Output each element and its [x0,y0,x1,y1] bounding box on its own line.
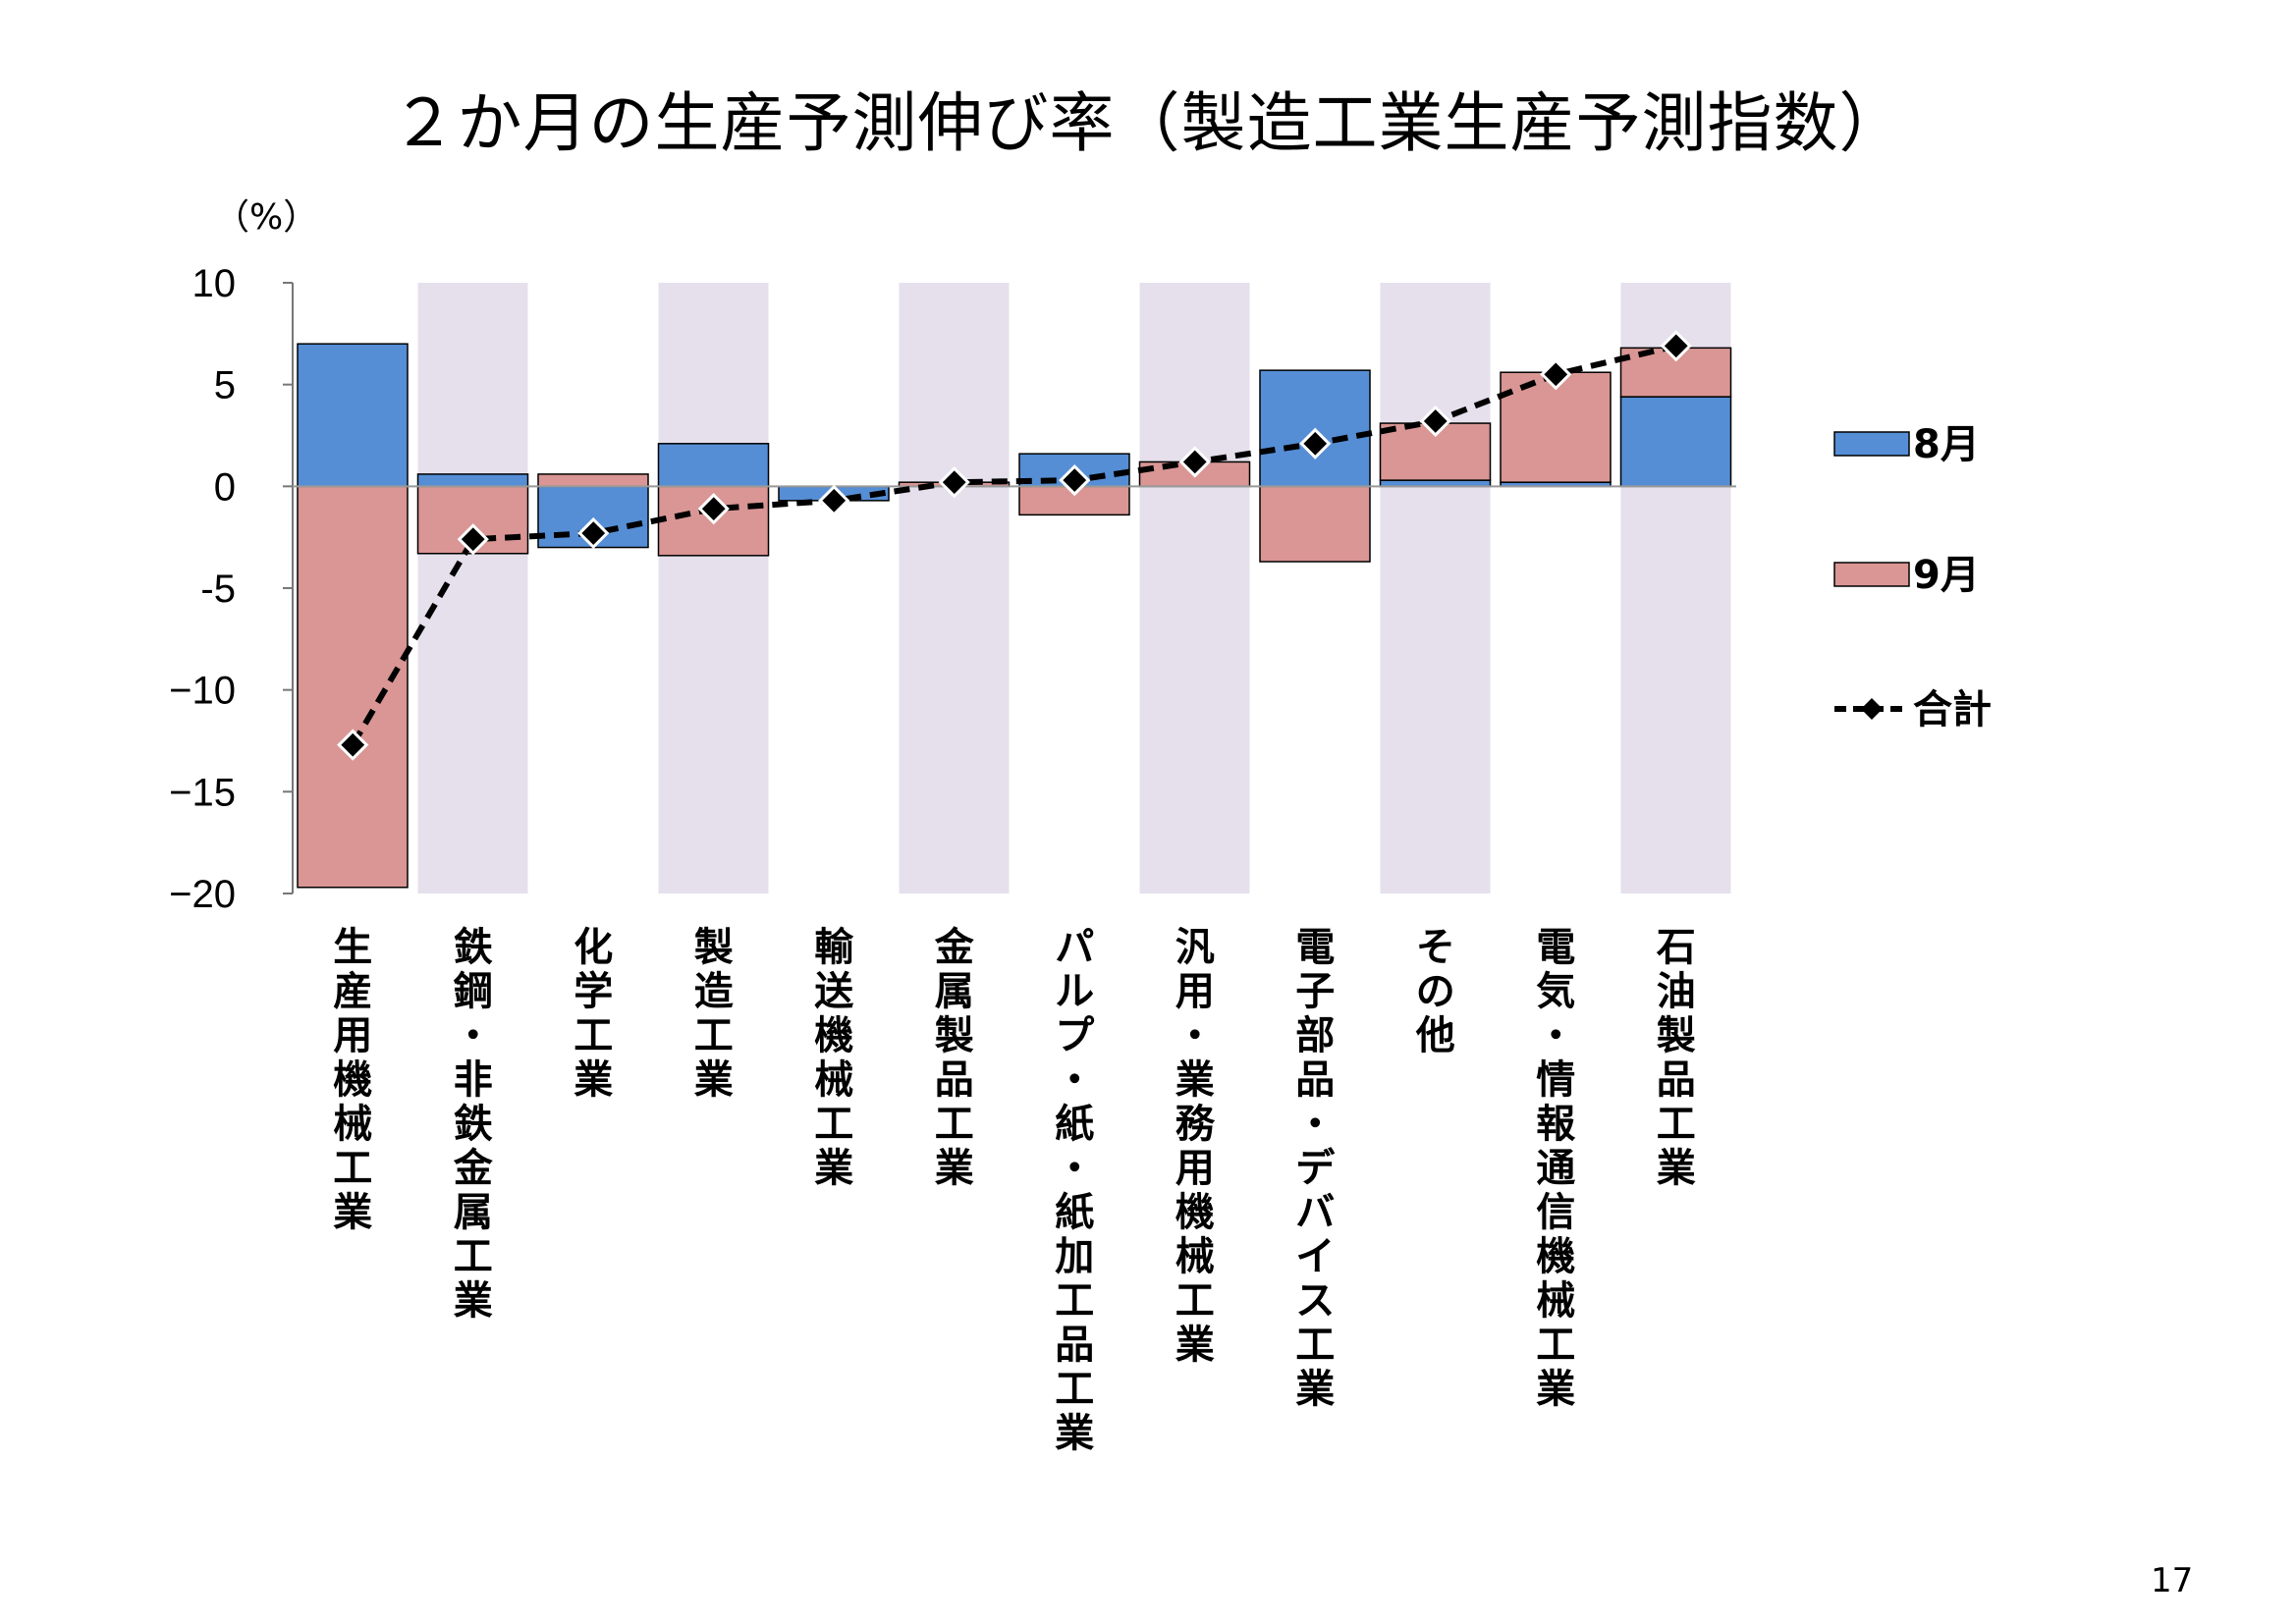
legend-label: 8月 [1913,422,1980,467]
x-category-label: 鉄鋼・非鉄金属工業 [453,925,494,1324]
x-category-label: 生産用機械工業 [333,925,372,1235]
legend-swatch-aug [1833,431,1910,457]
bar-aug [657,443,770,488]
bar-aug [416,473,529,488]
total-series-line [350,343,1677,747]
y-tick-label: −20 [169,873,236,916]
shade-column [1139,283,1250,893]
y-tick-label: −15 [169,771,236,814]
y-tick-label: -5 [200,568,236,611]
x-category-label: 金属製品工業 [934,925,975,1191]
x-category-label: 電子部品・デバイス工業 [1295,925,1335,1412]
shade-column [899,283,1010,893]
x-category-label: パルプ・紙・紙加工品工業 [1055,925,1094,1456]
shade-column [658,283,769,893]
x-category-label: 石油製品工業 [1657,925,1696,1191]
total-point [697,493,730,525]
bar-sep [1500,371,1612,483]
category-shading [417,283,1731,893]
x-category-label: 汎用・業務用機械工業 [1175,925,1216,1368]
y-tick-label: 0 [214,465,236,509]
x-category-label: 電気・情報通信機械工業 [1536,925,1575,1412]
total-point [577,516,610,550]
total-point [1419,405,1451,438]
y-tick-label: 10 [192,262,237,305]
legend-label: 9月 [1913,553,1980,598]
bar-sep [1259,485,1371,563]
total-point [1059,463,1091,497]
total-point [1299,427,1332,460]
total-point [1178,446,1211,478]
total-point [818,484,850,516]
y-tick-label: 5 [214,364,236,407]
shade-column [1380,283,1491,893]
bar-aug [297,343,409,488]
x-category-label: その他 [1415,925,1455,1058]
x-category-label: 製造工業 [694,925,734,1103]
legend-swatch-sep [1833,562,1910,587]
y-axis-unit-label: （%） [214,197,319,238]
total-point [938,466,970,499]
x-category-label: 化学工業 [574,925,613,1103]
total-point [457,523,489,556]
x-category-labels: 生産用機械工業 鉄鋼・非鉄金属工業 化学工業 製造工業 輸送機械工業 金属製品工業 パルプ・… [333,925,1696,1456]
total-point [337,729,369,761]
x-category-label: 輸送機械工業 [814,925,854,1191]
axes [283,282,1736,894]
legend-label: 合計 [1913,687,1992,732]
bar-aug [1619,396,1732,488]
bar-sep [537,473,649,488]
page-number: 17 [2151,1561,2194,1600]
y-tick-label: −10 [169,670,236,713]
total-point [1660,330,1692,362]
bars [297,343,1732,889]
shade-column [417,283,528,893]
y-tick-labels: 10 5 0 -5 −10 −15 −20 [169,262,236,916]
legend-swatch-total-marker [1861,698,1883,720]
chart-title: ２か月の生産予測伸び率（製造工業生産予測指数） [391,85,1905,161]
total-line [337,330,1692,761]
bar-sep [297,485,409,889]
total-point [1540,358,1572,391]
